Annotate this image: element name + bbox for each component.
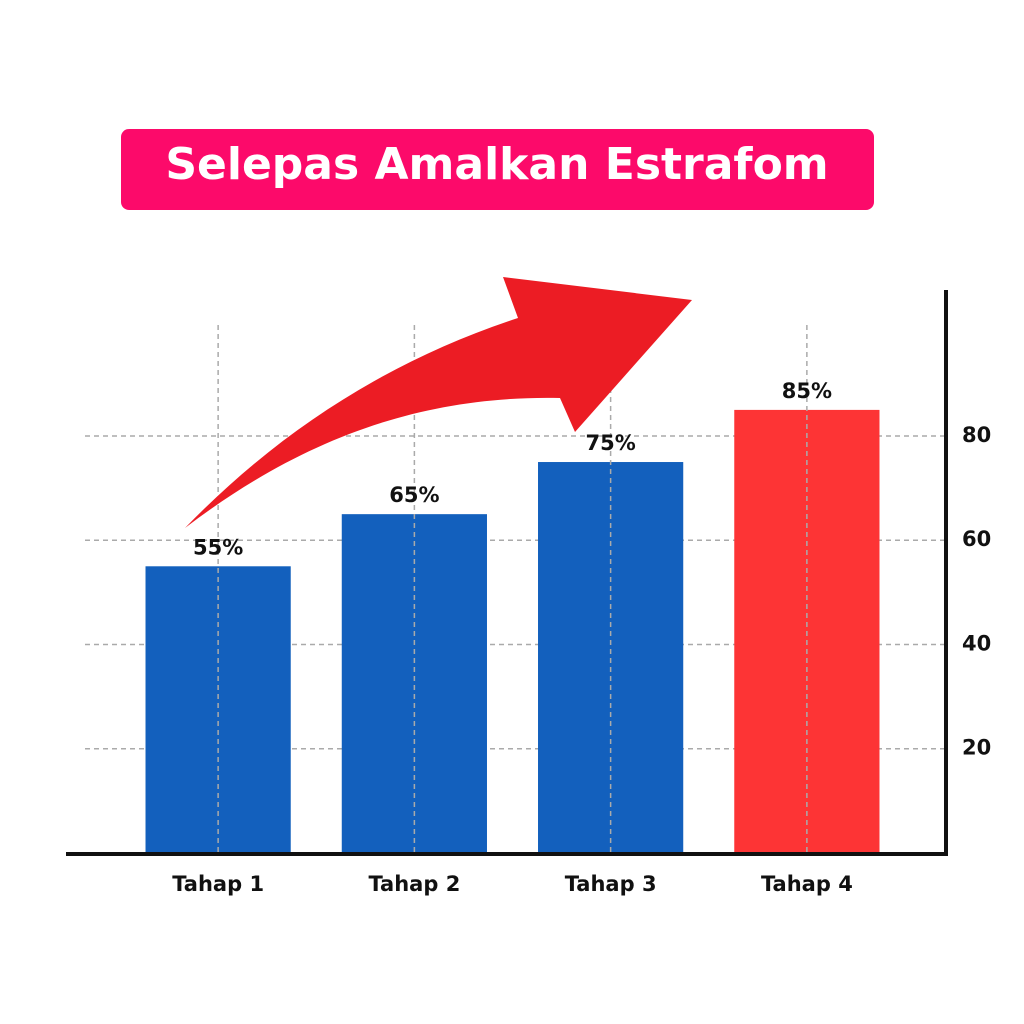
y-tick-label: 80 [962,423,991,447]
value-label: 55% [193,535,243,559]
value-label: 65% [389,483,439,507]
y-tick-label: 60 [962,527,991,551]
labels: 20 40 60 80 55% Tahap 1 65% Tahap 2 75% Tahap 3 85… [172,379,991,896]
x-tick-label: Tahap 3 [565,872,657,896]
trend-arrow [185,277,692,528]
bar [145,566,291,853]
vertical-grid [217,325,808,853]
x-tick-label: Tahap 2 [368,872,460,896]
value-label: 75% [585,431,635,455]
x-tick-label: Tahap 4 [761,872,853,896]
y-tick-label: 20 [962,736,991,760]
x-tick-label: Tahap 1 [172,872,264,896]
chart-title: Selepas Amalkan Estrafom [165,139,828,190]
y-tick-label: 40 [962,631,991,655]
title-box [121,129,874,210]
value-label: 85% [782,379,832,403]
